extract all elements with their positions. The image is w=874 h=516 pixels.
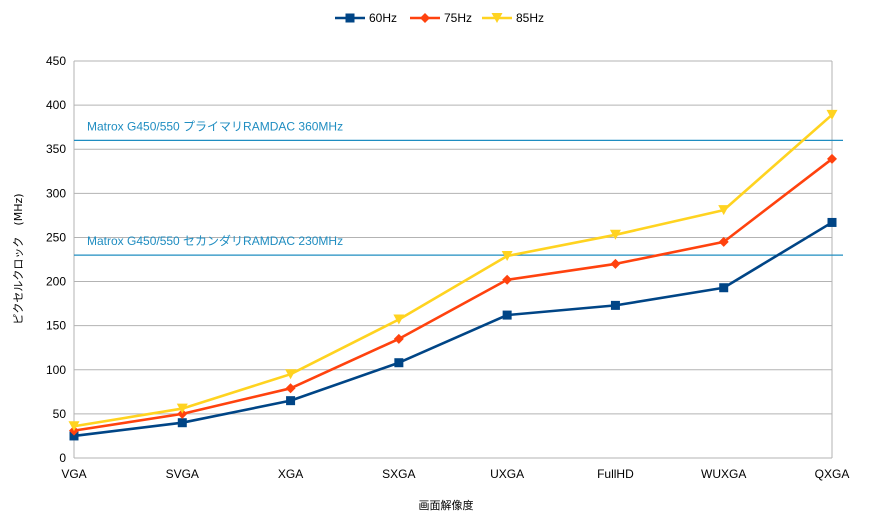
series-line	[73, 157, 833, 432]
y-tick-label: 50	[53, 407, 67, 421]
x-tick-label: SVGA	[166, 467, 199, 481]
legend-label: 85Hz	[516, 11, 544, 25]
x-axis-title: 画面解像度	[419, 498, 474, 512]
data-point	[285, 369, 297, 380]
series-line	[73, 221, 833, 438]
data-point	[826, 109, 838, 120]
y-tick-label: 350	[46, 142, 66, 156]
data-point	[394, 358, 404, 368]
data-point	[501, 250, 513, 261]
data-point	[176, 403, 188, 414]
series-85Hz	[68, 109, 838, 432]
x-tick-label: XGA	[278, 467, 303, 481]
data-point	[177, 408, 188, 419]
data-point	[719, 283, 729, 293]
y-axis-title: ピクセルクロック (MHz)	[12, 193, 25, 324]
legend-marker	[491, 13, 503, 23]
data-point	[718, 236, 729, 247]
x-tick-label: WUXGA	[701, 467, 746, 481]
y-tick-label: 450	[46, 54, 66, 68]
series-75Hz	[69, 153, 837, 436]
x-tick-label: VGA	[61, 467, 86, 481]
legend-marker	[345, 13, 355, 23]
data-point	[610, 300, 620, 310]
data-point	[286, 396, 296, 406]
y-tick-label: 400	[46, 98, 66, 112]
y-tick-label: 100	[46, 363, 66, 377]
y-tick-label: 150	[46, 319, 66, 333]
series-60Hz	[69, 217, 837, 441]
legend-item: 85Hz	[482, 11, 544, 25]
y-tick-label: 300	[46, 186, 66, 200]
reference-lines: Matrox G450/550 プライマリRAMDAC 360MHz Matrox…	[74, 119, 843, 256]
reference-line-label: Matrox G450/550 セカンダリRAMDAC 230MHz	[87, 233, 343, 248]
data-point	[285, 383, 296, 394]
data-point	[718, 205, 730, 216]
y-tick-label: 0	[59, 451, 66, 465]
reference-line-label: Matrox G450/550 プライマリRAMDAC 360MHz	[87, 119, 343, 133]
data-point	[502, 274, 513, 285]
data-point	[502, 310, 512, 320]
data-point	[177, 418, 187, 428]
x-tick-label: UXGA	[490, 467, 524, 481]
legend-label: 75Hz	[444, 11, 472, 25]
y-tick-labels: 0 50 100 150 200 250 300 350 400 450	[46, 54, 66, 465]
legend: 60Hz 75Hz 85Hz	[335, 11, 544, 25]
legend-marker	[420, 13, 430, 23]
data-point	[610, 258, 621, 269]
y-tick-label: 200	[46, 275, 66, 289]
axes	[73, 61, 832, 459]
legend-item: 60Hz	[335, 11, 397, 25]
gridlines	[74, 60, 833, 458]
legend-label: 60Hz	[369, 11, 397, 25]
x-tick-label: FullHD	[597, 467, 634, 481]
data-point	[393, 333, 404, 344]
data-point	[827, 217, 837, 227]
x-tick-labels: VGA SVGA XGA SXGA UXGA FullHD WUXGA QXGA	[61, 467, 849, 481]
data-point	[609, 229, 621, 240]
x-tick-label: SXGA	[382, 467, 415, 481]
data-point	[69, 431, 79, 441]
data-point	[393, 314, 405, 325]
data-point	[827, 153, 837, 164]
y-tick-label: 250	[46, 230, 66, 244]
series-line	[73, 113, 833, 428]
legend-item: 75Hz	[410, 11, 472, 25]
data-point	[68, 421, 80, 432]
series-group	[68, 109, 838, 441]
x-tick-label: QXGA	[815, 467, 850, 481]
